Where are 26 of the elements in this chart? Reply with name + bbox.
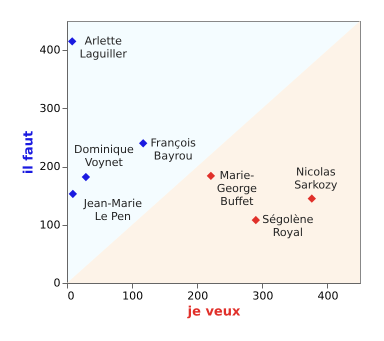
point — [138, 139, 148, 148]
point — [206, 172, 216, 180]
y-tick-label: 400 — [40, 44, 60, 57]
x-tick-label: 200 — [187, 290, 208, 302]
point — [68, 190, 78, 198]
annotation: François Bayrou — [150, 136, 196, 162]
annotation: Marie- George Buffet — [216, 168, 258, 208]
x-tick-label: 300 — [252, 290, 274, 302]
annotation: Arlette Laguiller — [80, 34, 128, 60]
point — [68, 37, 76, 46]
y-tick-label: 0 — [54, 276, 60, 290]
y-tick-label: 100 — [40, 218, 60, 232]
x-tick-label: 400 — [317, 290, 338, 302]
annotation: Ségolène Royal — [262, 213, 314, 240]
x-tick-label: 100 — [122, 290, 144, 302]
point — [308, 194, 316, 203]
x-axis-title: je veux — [186, 304, 241, 320]
y-tick-label: 300 — [40, 102, 60, 115]
annotation: Nicolas Sarkozy — [294, 166, 338, 192]
annotation: Dominique Voynet — [74, 143, 134, 170]
y-axis-title: il faut — [22, 130, 37, 174]
point — [82, 172, 90, 182]
x-tick-label: 0 — [68, 290, 74, 302]
y-tick-label: 200 — [40, 160, 60, 174]
point — [252, 216, 260, 224]
annotation: Jean-Marie Le Pen — [82, 196, 142, 223]
